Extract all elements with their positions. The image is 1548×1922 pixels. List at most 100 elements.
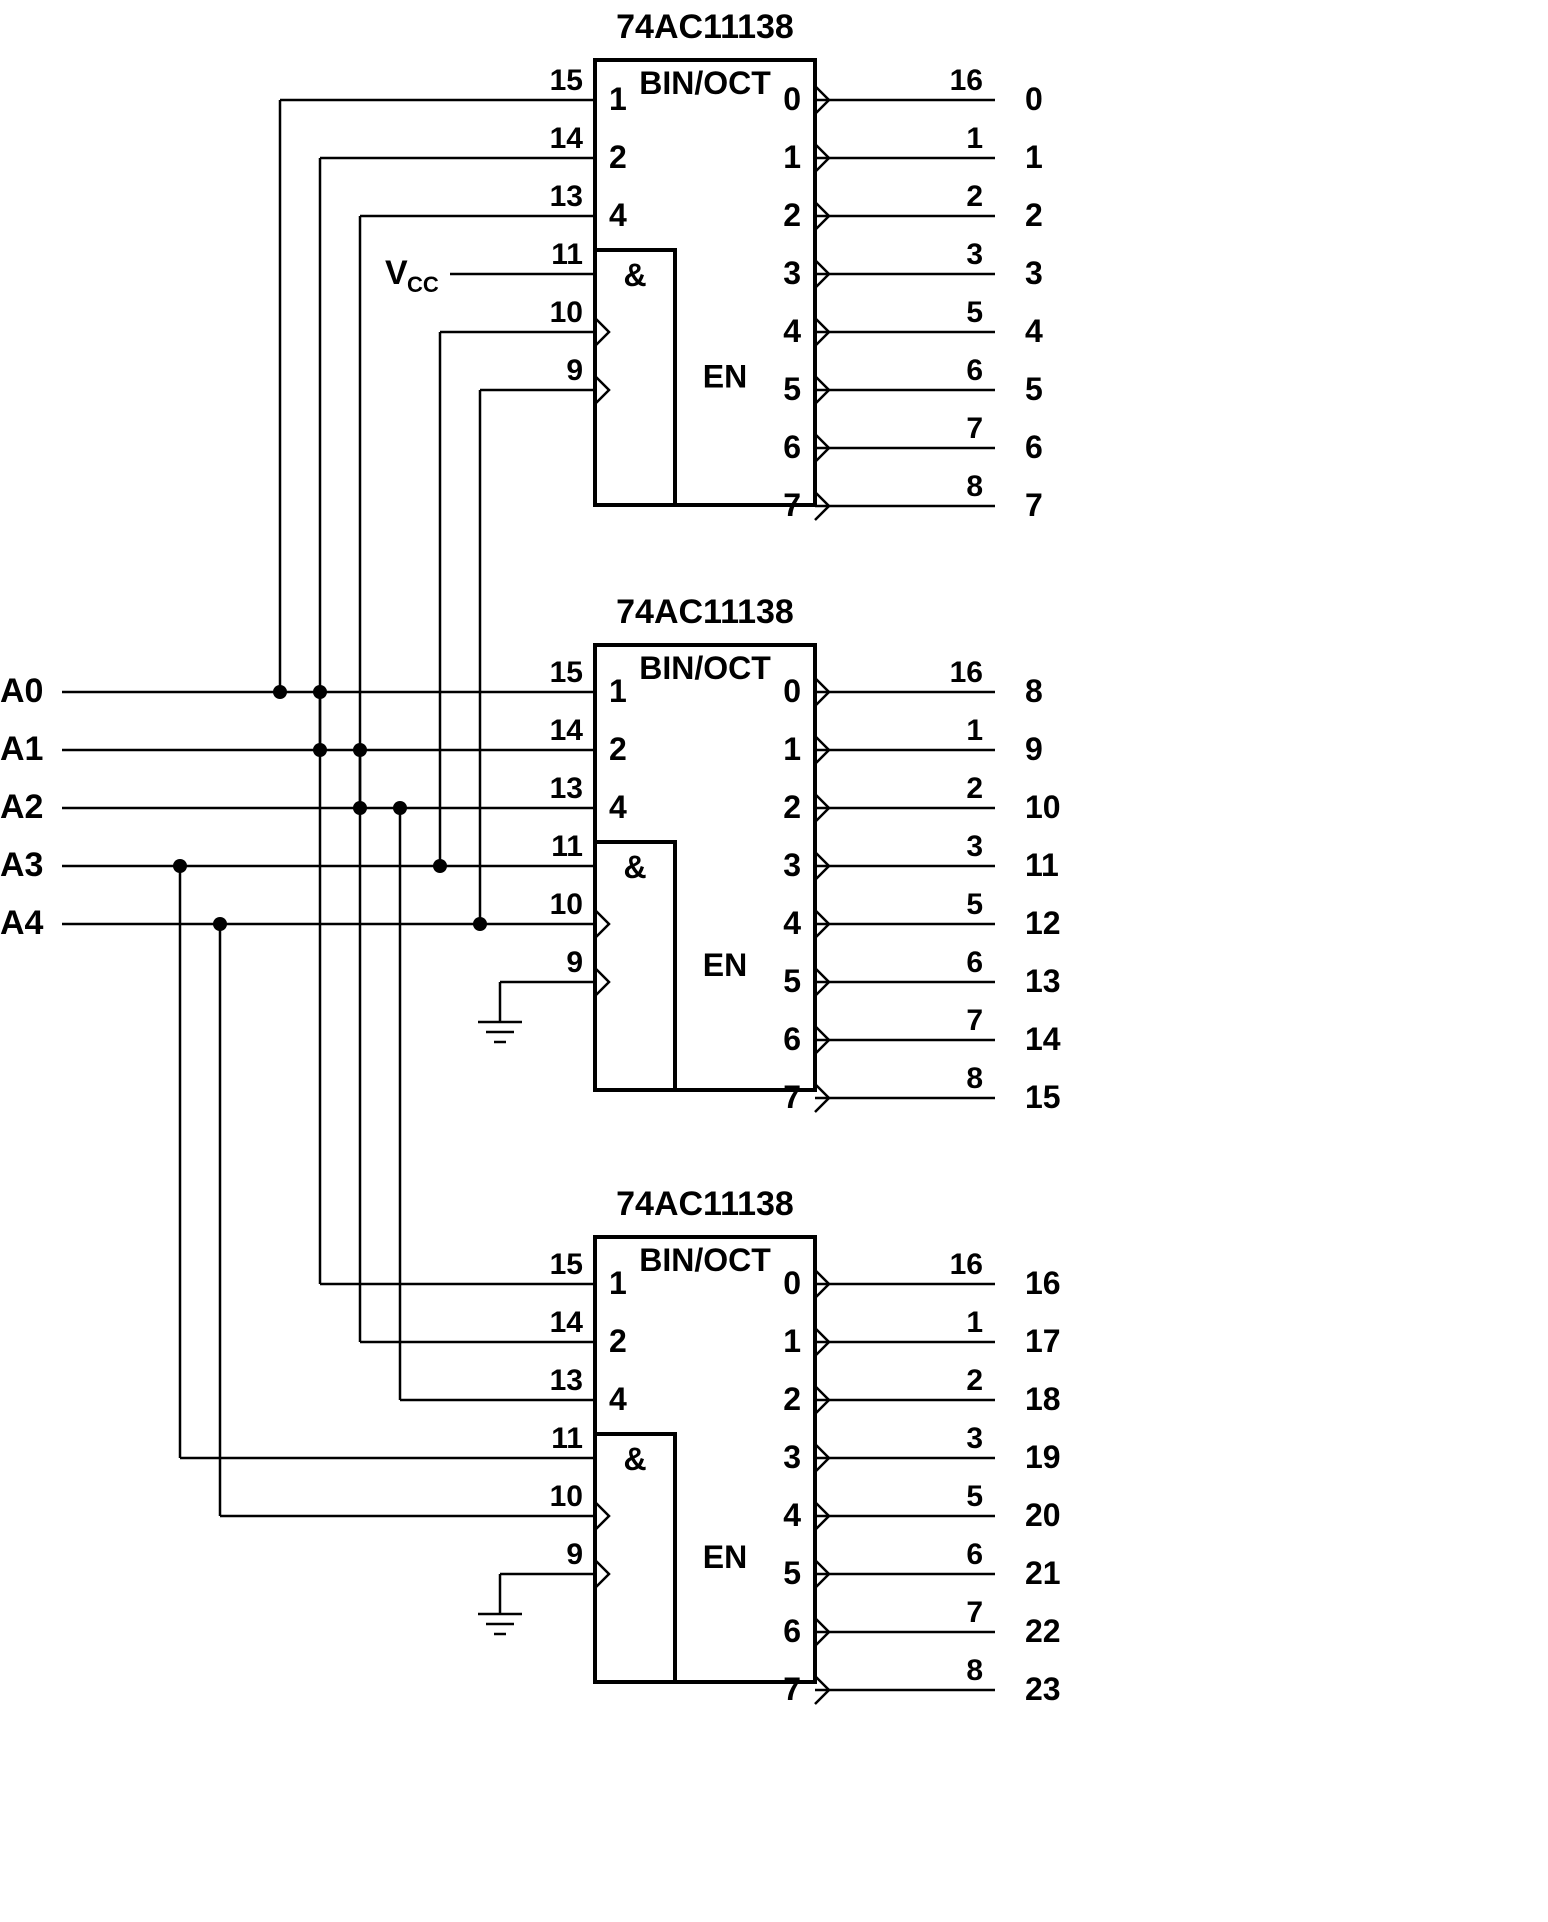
svg-text:1: 1 [783, 1323, 801, 1359]
svg-text:10: 10 [550, 1480, 583, 1513]
svg-text:16: 16 [950, 64, 983, 97]
svg-text:5: 5 [783, 371, 801, 407]
svg-text:6: 6 [966, 1538, 983, 1571]
svg-text:1: 1 [966, 714, 983, 747]
svg-text:2: 2 [966, 180, 983, 213]
svg-text:15: 15 [550, 656, 583, 689]
svg-text:1: 1 [1025, 139, 1043, 175]
svg-text:15: 15 [550, 1248, 583, 1281]
svg-text:2: 2 [783, 1381, 801, 1417]
svg-text:6: 6 [783, 429, 801, 465]
svg-text:EN: EN [703, 947, 747, 983]
svg-text:0: 0 [783, 673, 801, 709]
svg-text:9: 9 [566, 946, 583, 979]
svg-text:18: 18 [1025, 1381, 1061, 1417]
svg-text:6: 6 [783, 1021, 801, 1057]
svg-text:5: 5 [783, 963, 801, 999]
svg-text:8: 8 [966, 1654, 983, 1687]
svg-text:CC: CC [407, 272, 439, 297]
svg-text:14: 14 [550, 122, 584, 155]
svg-text:1: 1 [783, 139, 801, 175]
svg-text:4: 4 [609, 197, 627, 233]
svg-text:9: 9 [566, 1538, 583, 1571]
svg-text:1: 1 [966, 122, 983, 155]
svg-text:13: 13 [1025, 963, 1061, 999]
svg-text:BIN/OCT: BIN/OCT [639, 650, 771, 686]
svg-text:14: 14 [550, 714, 584, 747]
svg-text:0: 0 [1025, 81, 1043, 117]
svg-text:23: 23 [1025, 1671, 1061, 1707]
svg-text:10: 10 [1025, 789, 1061, 825]
svg-text:3: 3 [966, 238, 983, 271]
svg-text:10: 10 [550, 296, 583, 329]
svg-text:3: 3 [783, 255, 801, 291]
svg-text:0: 0 [783, 1265, 801, 1301]
svg-text:A4: A4 [0, 904, 44, 942]
svg-text:4: 4 [783, 1497, 801, 1533]
svg-text:1: 1 [783, 731, 801, 767]
svg-text:4: 4 [609, 1381, 627, 1417]
svg-text:2: 2 [609, 731, 627, 767]
svg-text:4: 4 [783, 313, 801, 349]
svg-text:15: 15 [550, 64, 583, 97]
svg-text:2: 2 [609, 139, 627, 175]
svg-text:16: 16 [950, 1248, 983, 1281]
svg-text:7: 7 [1025, 487, 1043, 523]
svg-text:0: 0 [783, 81, 801, 117]
svg-text:14: 14 [1025, 1021, 1061, 1057]
svg-text:5: 5 [966, 1480, 983, 1513]
svg-text:16: 16 [1025, 1265, 1061, 1301]
svg-text:3: 3 [966, 830, 983, 863]
svg-text:1: 1 [609, 673, 627, 709]
svg-text:16: 16 [950, 656, 983, 689]
svg-text:13: 13 [550, 180, 583, 213]
svg-text:2: 2 [783, 789, 801, 825]
svg-text:11: 11 [551, 238, 583, 271]
svg-text:10: 10 [550, 888, 583, 921]
svg-text:7: 7 [783, 487, 801, 523]
svg-text:6: 6 [966, 946, 983, 979]
svg-text:2: 2 [783, 197, 801, 233]
svg-text:74AC11138: 74AC11138 [616, 1185, 794, 1223]
svg-text:5: 5 [783, 1555, 801, 1591]
svg-text:A1: A1 [0, 730, 43, 768]
svg-text:A3: A3 [0, 846, 43, 884]
svg-text:74AC11138: 74AC11138 [616, 8, 794, 46]
svg-text:3: 3 [783, 1439, 801, 1475]
svg-text:5: 5 [966, 888, 983, 921]
svg-text:7: 7 [966, 1004, 983, 1037]
svg-text:EN: EN [703, 359, 747, 395]
svg-text:7: 7 [783, 1079, 801, 1115]
svg-text:BIN/OCT: BIN/OCT [639, 1242, 771, 1278]
svg-text:&: & [623, 1441, 646, 1477]
svg-text:4: 4 [609, 789, 627, 825]
svg-text:8: 8 [966, 1062, 983, 1095]
svg-text:21: 21 [1025, 1555, 1061, 1591]
svg-text:V: V [385, 254, 408, 292]
svg-text:3: 3 [1025, 255, 1043, 291]
svg-text:1: 1 [966, 1306, 983, 1339]
svg-text:1: 1 [609, 81, 627, 117]
svg-text:19: 19 [1025, 1439, 1061, 1475]
svg-text:7: 7 [966, 412, 983, 445]
svg-text:2: 2 [966, 1364, 983, 1397]
svg-text:3: 3 [783, 847, 801, 883]
svg-text:11: 11 [1025, 847, 1059, 883]
svg-text:4: 4 [783, 905, 801, 941]
svg-text:6: 6 [1025, 429, 1043, 465]
svg-text:9: 9 [1025, 731, 1043, 767]
svg-text:A0: A0 [0, 672, 43, 710]
svg-text:20: 20 [1025, 1497, 1061, 1533]
svg-text:3: 3 [966, 1422, 983, 1455]
svg-text:BIN/OCT: BIN/OCT [639, 65, 771, 101]
svg-text:A2: A2 [0, 788, 43, 826]
svg-text:5: 5 [1025, 371, 1043, 407]
svg-text:2: 2 [966, 772, 983, 805]
svg-text:2: 2 [1025, 197, 1043, 233]
svg-text:4: 4 [1025, 313, 1043, 349]
svg-text:22: 22 [1025, 1613, 1061, 1649]
svg-text:1: 1 [609, 1265, 627, 1301]
svg-text:8: 8 [966, 470, 983, 503]
svg-text:11: 11 [551, 1422, 583, 1455]
svg-text:9: 9 [566, 354, 583, 387]
